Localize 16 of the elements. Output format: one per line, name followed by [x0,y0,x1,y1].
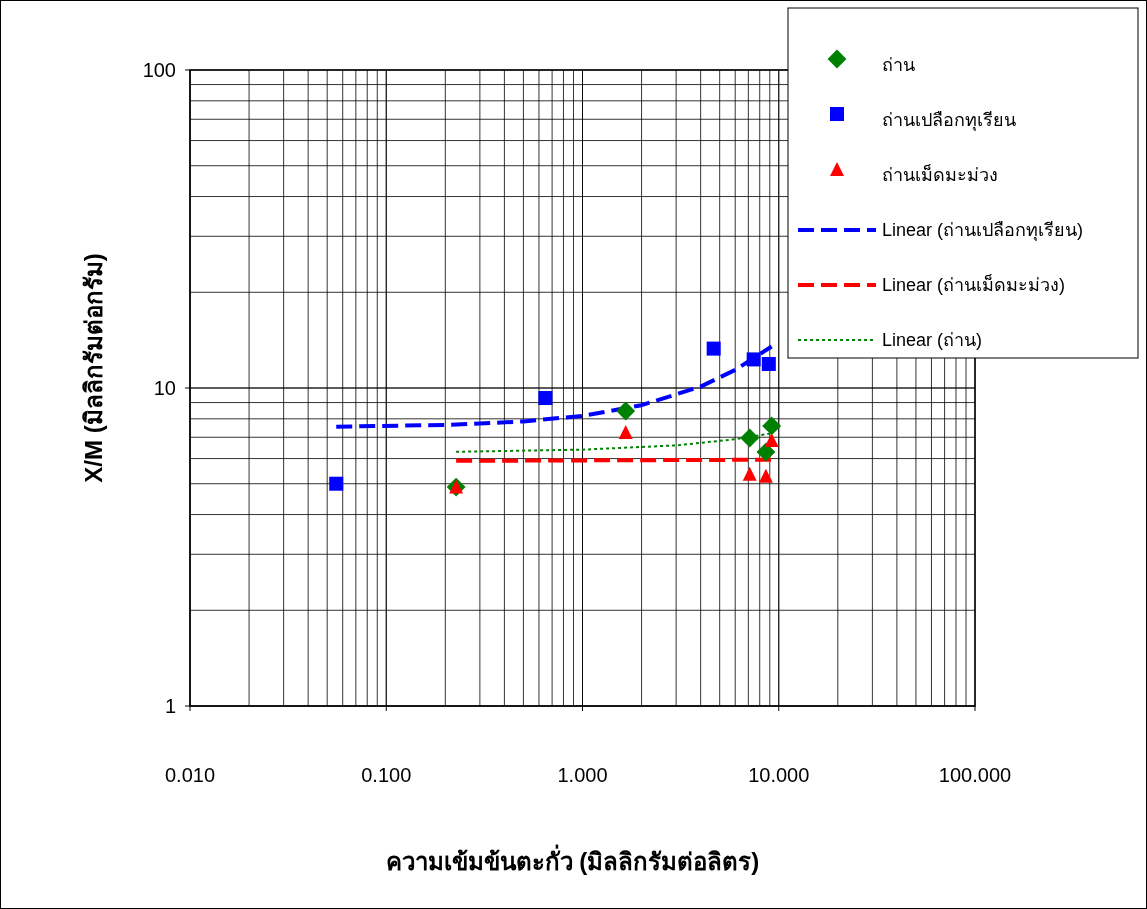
legend-label: Linear (ถ่าน) [882,330,983,350]
legend-label: Linear (ถ่านเปลือกทุเรียน) [882,220,1084,241]
y-tick-label: 1 [164,695,176,717]
x-tick-label: 10.000 [748,764,810,786]
legend-label: Linear (ถ่านเม็ดมะม่วง) [882,273,1066,295]
x-tick-label: 0.100 [361,764,412,786]
x-tick-label: 1.000 [557,764,608,786]
x-tick-label: 100.000 [938,764,1012,786]
y-tick-label: 10 [153,377,176,399]
legend-label: ถ่านเปลือกทุเรียน [882,110,1016,131]
legend-label: ถ่านเม็ดมะม่วง [882,163,998,185]
x-axis-title: ความเข้มข้นตะกั่ว (มิลลิกรัมต่อลิตร) [385,844,760,875]
y-tick-label: 100 [142,59,176,81]
x-tick-label: 0.010 [164,764,216,786]
legend-label: ถ่าน [882,55,915,75]
y-axis-title: X/M (มิลลิกรัมต่อกรัม) [80,253,107,483]
